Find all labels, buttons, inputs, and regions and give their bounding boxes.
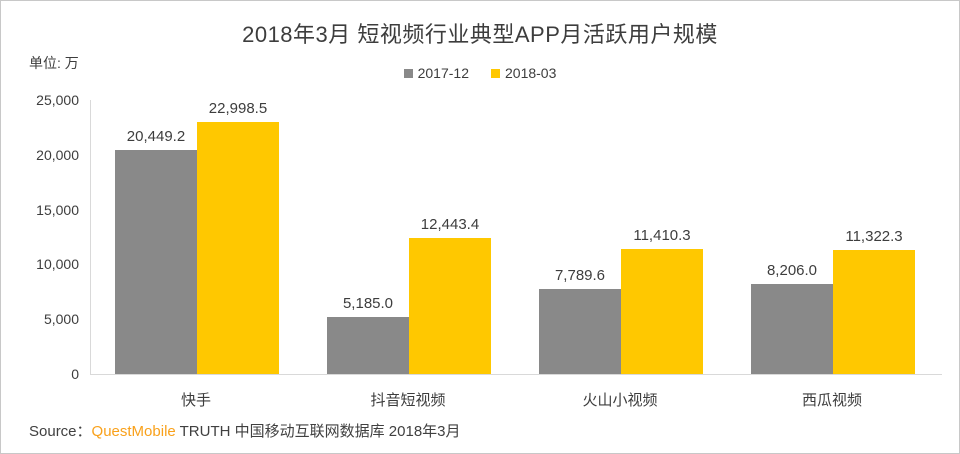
bar-group: 7,789.6 11,410.3: [539, 100, 703, 374]
legend-label: 2017-12: [417, 65, 469, 81]
bar-with-label: 5,185.0: [327, 100, 409, 374]
bar-with-label: 22,998.5: [197, 100, 279, 374]
legend-item-2018-03: 2018-03: [491, 65, 556, 81]
bar-group: 8,206.0 11,322.3: [751, 100, 915, 374]
bar-2018-03: [833, 249, 915, 374]
category-label: 快手: [180, 392, 211, 409]
category-label: 西瓜视频: [801, 392, 862, 409]
bar-group: 5,185.0 12,443.4: [327, 100, 491, 374]
bar-with-label: 12,443.4: [409, 100, 491, 374]
bar-value-label: 8,206.0: [766, 262, 818, 280]
legend: 2017-12 2018-03: [1, 65, 959, 81]
bar-2017-12: [327, 317, 409, 374]
legend-item-2017-12: 2017-12: [403, 65, 469, 81]
plot-area: 20,449.2 22,998.5 5,185.0 12,443.4 7,789.6 11…: [90, 100, 942, 375]
bar-2018-03: [197, 122, 279, 374]
source-prefix: Source：: [29, 423, 92, 440]
source-brand: QuestMobile: [91, 423, 176, 440]
bar-2017-12: [115, 149, 197, 374]
bar-2017-12: [751, 284, 833, 374]
y-tick-label: 15,000: [36, 201, 79, 218]
bar-2018-03: [409, 237, 491, 374]
y-tick-label: 25,000: [36, 92, 79, 108]
y-tick-label: 0: [71, 366, 79, 382]
bar-value-label: 5,185.0: [342, 295, 394, 313]
chart-title: 2018年3月 短视频行业典型APP月活跃用户规模: [242, 22, 718, 47]
bar-value-label: 12,443.4: [420, 215, 480, 233]
bar-value-label: 11,410.3: [633, 226, 691, 244]
legend-marker-square-icon: [403, 68, 413, 78]
bar-2017-12: [539, 288, 621, 374]
bar-with-label: 11,410.3: [621, 100, 703, 374]
bar-value-label: 11,322.3: [845, 227, 903, 245]
bar-with-label: 20,449.2: [115, 100, 197, 374]
source-suffix: TRUTH 中国移动互联网数据库 2018年3月: [175, 423, 461, 440]
y-tick-label: 5,000: [43, 311, 79, 328]
y-tick-label: 20,000: [36, 146, 79, 163]
bar-value-label: 22,998.5: [208, 100, 268, 117]
category-label: 抖音短视频: [370, 392, 446, 409]
bar-with-label: 8,206.0: [751, 100, 833, 374]
category-label: 火山小视频: [582, 392, 658, 409]
legend-marker-square-icon: [491, 68, 500, 78]
bar-value-label: 20,449.2: [126, 127, 186, 145]
legend-label: 2018-03: [505, 65, 557, 81]
unit-label: 单位: 万: [29, 55, 79, 71]
bar-with-label: 11,322.3: [833, 100, 915, 374]
bar-with-label: 7,789.6: [539, 100, 621, 374]
bar-2018-03: [621, 248, 703, 374]
bar-group: 20,449.2 22,998.5: [115, 100, 279, 374]
y-tick-label: 10,000: [36, 256, 79, 273]
bar-value-label: 7,789.6: [554, 266, 606, 284]
source-line: Source：QuestMobile TRUTH 中国移动互联网数据库 2018…: [29, 420, 461, 441]
